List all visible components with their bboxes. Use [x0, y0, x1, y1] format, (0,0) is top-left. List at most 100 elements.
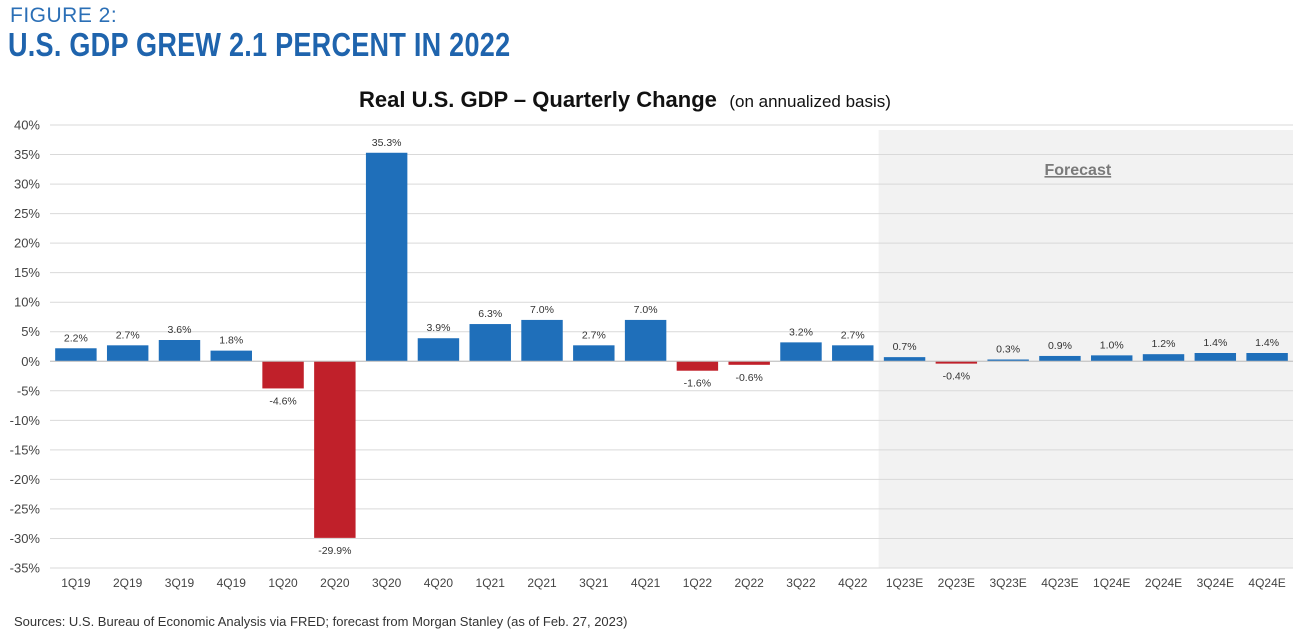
- bar-4Q22: [832, 345, 874, 362]
- x-tick-label-1Q19: 1Q19: [61, 576, 91, 590]
- figure-label: FIGURE 2:: [10, 4, 118, 27]
- x-tick-label-1Q21: 1Q21: [476, 576, 506, 590]
- bar-2Q24E: [1142, 354, 1185, 362]
- y-tick-label: -5%: [17, 383, 41, 398]
- data-labels: 2.2% 2.7% 3.6% 1.8% -4.6% -29.9% 35.3% 3.9% 6.3%…: [64, 137, 1279, 557]
- x-tick-label-2Q19: 2Q19: [113, 576, 143, 590]
- data-label-2Q23E: -0.4%: [943, 371, 970, 383]
- data-label-2Q22: -0.6%: [735, 372, 762, 384]
- data-label-3Q21: 2.7%: [582, 329, 606, 341]
- y-tick-label: -10%: [10, 413, 41, 428]
- x-tick-label-3Q22: 3Q22: [786, 576, 816, 590]
- bar-4Q19: [210, 350, 252, 362]
- y-tick-label: -15%: [10, 442, 41, 457]
- data-label-4Q24E: 1.4%: [1255, 337, 1279, 349]
- x-tick-label-4Q20: 4Q20: [424, 576, 454, 590]
- y-tick-label: -30%: [10, 531, 41, 546]
- data-label-3Q19: 3.6%: [168, 324, 192, 336]
- x-tick-label-4Q21: 4Q21: [631, 576, 661, 590]
- x-tick-label-2Q24E: 2Q24E: [1145, 576, 1182, 590]
- x-tick-label-2Q20: 2Q20: [320, 576, 350, 590]
- gdp-bar-chart: Forecast 2.2% 2.7% 3.6% 1.8% -4.6% -29.9% 35.3…: [10, 87, 1293, 590]
- bar-3Q21: [573, 345, 615, 362]
- data-label-1Q19: 2.2%: [64, 332, 88, 344]
- x-tick-label-1Q24E: 1Q24E: [1093, 576, 1130, 590]
- x-tick-label-4Q24E: 4Q24E: [1248, 576, 1285, 590]
- data-label-1Q22: -1.6%: [684, 378, 711, 390]
- x-tick-label-2Q22: 2Q22: [735, 576, 765, 590]
- x-tick-label-3Q20: 3Q20: [372, 576, 402, 590]
- x-tick-label-3Q21: 3Q21: [579, 576, 609, 590]
- bar-2Q20: [314, 361, 356, 538]
- forecast-shade: [878, 130, 1293, 568]
- data-label-2Q19: 2.7%: [116, 329, 140, 341]
- x-tick-label-1Q20: 1Q20: [268, 576, 298, 590]
- bar-1Q19: [55, 348, 97, 362]
- data-label-4Q19: 1.8%: [219, 335, 243, 347]
- x-tick-label-2Q23E: 2Q23E: [938, 576, 975, 590]
- y-tick-label: 40%: [14, 118, 40, 133]
- y-tick-label: -25%: [10, 501, 41, 516]
- y-tick-label: 25%: [14, 206, 40, 221]
- data-label-1Q20: -4.6%: [269, 395, 296, 407]
- data-label-4Q21: 7.0%: [634, 304, 658, 316]
- bar-3Q20: [365, 152, 408, 362]
- y-tick-label: 20%: [14, 236, 40, 251]
- bar-2Q19: [106, 345, 149, 362]
- y-tick-label: -35%: [10, 561, 41, 576]
- data-label-2Q20: -29.9%: [318, 545, 351, 557]
- data-label-2Q24E: 1.2%: [1152, 338, 1176, 350]
- bar-1Q20: [262, 361, 304, 389]
- data-label-4Q23E: 0.9%: [1048, 340, 1072, 352]
- x-tick-label-3Q24E: 3Q24E: [1197, 576, 1234, 590]
- bar-1Q22: [676, 361, 719, 371]
- bar-4Q21: [624, 319, 667, 362]
- y-tick-label: 35%: [14, 147, 40, 162]
- x-tick-label-3Q23E: 3Q23E: [989, 576, 1026, 590]
- forecast-label: Forecast: [1044, 162, 1111, 179]
- y-tick-label: 15%: [14, 265, 40, 280]
- bar-3Q19: [158, 340, 201, 362]
- source-note: Sources: U.S. Bureau of Economic Analysi…: [14, 614, 628, 629]
- chart-title-main: Real U.S. GDP – Quarterly Change: [359, 87, 717, 112]
- axes: 40% 35% 30% 25% 20% 15% 10% 5% 0% -5% -10% -15% -20%…: [10, 118, 1293, 590]
- bar-4Q20: [417, 338, 460, 362]
- data-label-3Q23E: 0.3%: [996, 343, 1020, 355]
- bar-2Q23E: [935, 361, 978, 364]
- chart-title-subtitle: (on annualized basis): [729, 92, 891, 111]
- y-tick-label: 5%: [21, 324, 40, 339]
- bar-3Q23E: [987, 359, 1029, 362]
- bar-1Q23E: [883, 357, 926, 362]
- bar-4Q23E: [1039, 355, 1081, 362]
- data-label-1Q21: 6.3%: [478, 308, 502, 320]
- y-tick-label: -20%: [10, 472, 41, 487]
- forecast-region: Forecast: [878, 130, 1293, 568]
- x-tick-label-4Q22: 4Q22: [838, 576, 868, 590]
- data-label-4Q20: 3.9%: [426, 322, 450, 334]
- x-tick-label-3Q19: 3Q19: [165, 576, 195, 590]
- data-label-4Q22: 2.7%: [841, 329, 865, 341]
- bars: [55, 152, 1288, 538]
- data-label-3Q24E: 1.4%: [1203, 337, 1227, 349]
- bar-1Q21: [469, 324, 511, 362]
- y-tick-label: 0%: [21, 354, 40, 369]
- data-label-2Q21: 7.0%: [530, 304, 554, 316]
- bar-3Q22: [780, 342, 822, 362]
- x-tick-label-1Q22: 1Q22: [683, 576, 713, 590]
- bar-1Q24E: [1091, 355, 1133, 362]
- y-tick-label: 30%: [14, 177, 40, 192]
- y-tick-label: 10%: [14, 295, 40, 310]
- x-tick-label-2Q21: 2Q21: [527, 576, 557, 590]
- bar-2Q21: [521, 319, 563, 362]
- figure-title: U.S. GDP GREW 2.1 PERCENT IN 2022: [8, 26, 511, 63]
- bar-2Q22: [728, 361, 770, 365]
- data-label-1Q23E: 0.7%: [893, 341, 917, 353]
- x-tick-label-4Q19: 4Q19: [217, 576, 247, 590]
- data-label-3Q20: 35.3%: [372, 137, 402, 149]
- x-tick-label-1Q23E: 1Q23E: [886, 576, 923, 590]
- chart-title: Real U.S. GDP – Quarterly Change (on ann…: [359, 87, 891, 112]
- x-tick-label-4Q23E: 4Q23E: [1041, 576, 1078, 590]
- bar-4Q24E: [1246, 352, 1288, 362]
- data-label-3Q22: 3.2%: [789, 326, 813, 338]
- bar-3Q24E: [1194, 352, 1237, 362]
